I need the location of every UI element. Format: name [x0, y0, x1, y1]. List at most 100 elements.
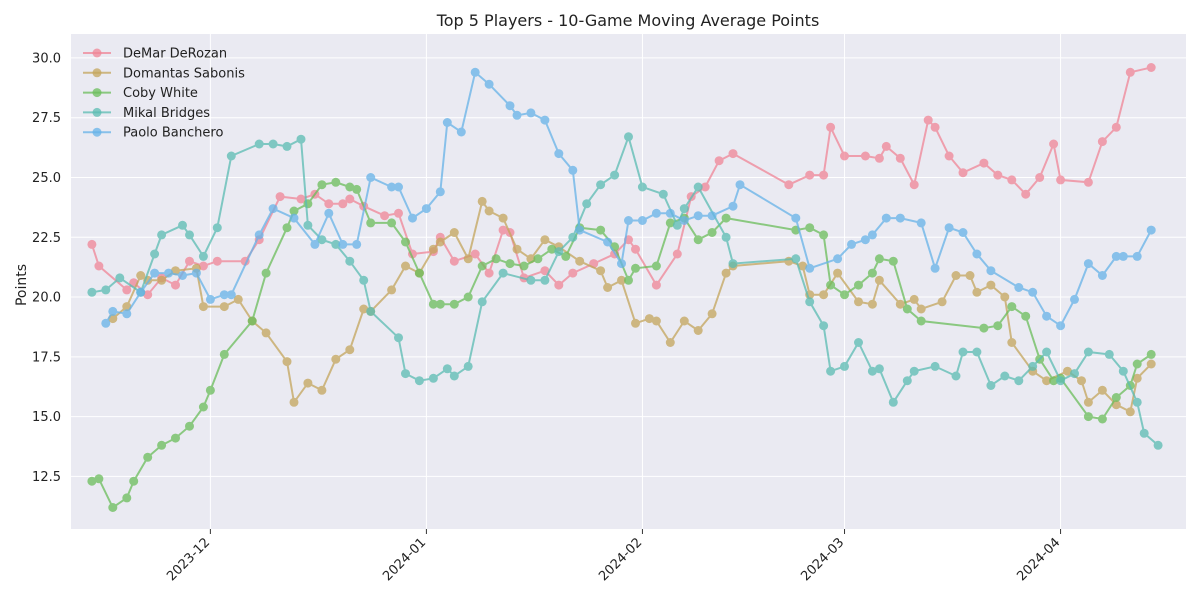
series-2 [87, 177, 1156, 512]
data-point [387, 182, 397, 192]
data-point [665, 338, 675, 347]
data-point [150, 268, 160, 278]
data-point [791, 213, 801, 223]
data-point [916, 218, 926, 228]
data-point [916, 316, 926, 326]
data-point [484, 268, 494, 278]
data-point [874, 254, 884, 264]
legend-label: Domantas Sabonis [123, 66, 245, 81]
data-point [1070, 294, 1079, 304]
data-point [651, 316, 661, 326]
data-point [805, 297, 815, 307]
data-point [979, 158, 989, 168]
data-point [498, 213, 508, 223]
data-point [986, 280, 996, 290]
data-point [867, 299, 877, 309]
data-point [359, 275, 369, 285]
data-point [624, 275, 633, 285]
data-point [352, 184, 362, 194]
data-point [519, 261, 529, 271]
data-point [805, 263, 815, 273]
data-point [198, 251, 208, 261]
data-point [87, 287, 97, 297]
data-point [679, 216, 689, 225]
data-point [296, 134, 306, 144]
data-point [895, 153, 905, 163]
data-point [610, 170, 620, 180]
data-point [150, 249, 160, 259]
data-point [303, 220, 313, 230]
data-point [603, 237, 613, 247]
data-point [317, 235, 327, 245]
legend-marker [92, 127, 102, 137]
data-point [798, 261, 808, 271]
data-point [484, 206, 494, 216]
data-point [1132, 397, 1142, 407]
data-point [505, 101, 515, 111]
data-point [965, 271, 975, 280]
data-point [317, 180, 327, 190]
data-point [247, 316, 257, 326]
data-point [902, 304, 912, 314]
data-point [136, 271, 146, 280]
data-point [958, 347, 968, 357]
data-point [707, 309, 717, 319]
data-point [463, 292, 473, 302]
data-point [268, 204, 278, 214]
legend-marker [92, 107, 102, 117]
data-point [979, 323, 989, 333]
data-point [596, 180, 606, 190]
data-point [909, 180, 919, 190]
data-point [442, 364, 452, 374]
data-point [568, 165, 578, 175]
data-point [94, 474, 104, 484]
data-point [157, 275, 167, 285]
data-point [1070, 369, 1079, 379]
data-point [805, 223, 815, 233]
data-point [428, 373, 438, 383]
data-point [1007, 302, 1017, 312]
data-point [449, 299, 459, 309]
data-point [1056, 321, 1066, 331]
data-point [421, 204, 431, 214]
data-point [414, 376, 424, 386]
data-point [108, 503, 118, 512]
legend-marker [92, 88, 102, 98]
data-point [1111, 393, 1121, 402]
data-point [498, 268, 508, 278]
data-point [1056, 376, 1066, 386]
data-point [1021, 311, 1031, 321]
data-point [721, 232, 731, 242]
data-point [129, 476, 139, 486]
data-point [909, 366, 919, 376]
data-point [693, 235, 703, 245]
data-point [972, 249, 982, 259]
data-point [665, 208, 675, 218]
data-point [805, 170, 815, 180]
data-point [1132, 251, 1142, 261]
data-point [665, 218, 675, 228]
data-point [477, 297, 487, 307]
data-point [254, 230, 264, 240]
data-point [317, 385, 327, 395]
data-point [1042, 347, 1052, 357]
data-point [854, 280, 863, 290]
data-point [617, 259, 626, 269]
data-point [1111, 251, 1121, 261]
data-point [401, 237, 410, 247]
data-point [833, 254, 843, 264]
data-point [477, 261, 487, 271]
data-point [178, 220, 187, 230]
data-point [826, 366, 836, 376]
data-point [226, 151, 236, 161]
data-point [289, 213, 299, 223]
data-point [296, 194, 306, 204]
data-point [596, 266, 606, 276]
data-point [895, 213, 905, 223]
y-tick-label: 22.5 [32, 231, 61, 246]
series-3 [87, 132, 1163, 450]
data-point [631, 244, 640, 254]
data-point [198, 261, 208, 271]
data-point [693, 211, 703, 221]
